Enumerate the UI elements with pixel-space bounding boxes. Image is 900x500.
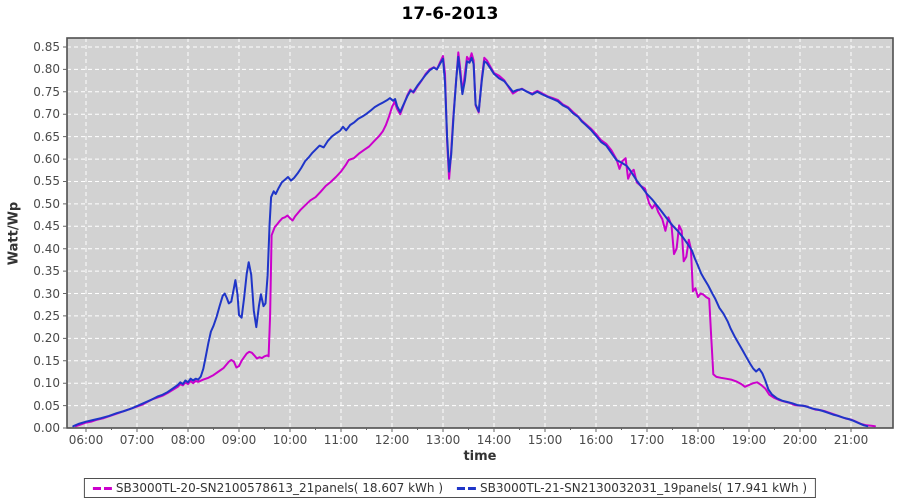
x-axis-title: time [463,449,497,464]
legend: SB3000TL-20-SN2100578613_21panels( 18.60… [83,478,817,498]
x-tick-label: 16:00 [578,433,614,447]
x-tick-label: 20:00 [782,433,818,447]
x-tick-label: 19:00 [731,433,767,447]
x-tick-label: 13:00 [425,433,461,447]
y-tick-label: 0.55 [33,174,60,189]
y-tick-label: 0.00 [33,421,60,435]
y-tick-label: 0.40 [33,241,60,256]
y-tick-label: 0.65 [33,129,60,144]
legend-entry-series-1: SB3000TL-20-SN2100578613_21panels( 18.60… [92,481,443,495]
x-tick-label: 07:00 [119,433,155,447]
y-tick-label: 0.15 [33,353,60,368]
y-tick-label: 0.30 [33,286,60,301]
x-tick-label: 17:00 [629,433,665,447]
x-tick-label: 08:00 [170,433,206,447]
x-tick-label: 10:00 [272,433,308,447]
x-tick-label: 15:00 [527,433,563,447]
y-axis-title: Watt/Wp [6,201,22,266]
y-tick-label: 0.25 [33,308,60,323]
y-tick-label: 0.60 [33,152,60,167]
y-tick-label: 0.50 [33,196,60,211]
x-tick-label: 12:00 [374,433,410,447]
axis-tick-marks [63,46,852,432]
x-tick-label: 06:00 [68,433,104,447]
y-tick-label: 0.10 [33,376,60,391]
x-tick-label: 14:00 [476,433,512,447]
x-tick-label: 21:00 [833,433,869,447]
plot-border [66,37,894,429]
y-tick-label: 0.80 [33,62,60,77]
legend-entry-series-2: SB3000TL-21-SN2130032031_19panels( 17.94… [457,481,807,495]
series-2-line-swatch [457,486,476,490]
chart-title: 17-6-2013 [401,4,499,24]
y-tick-label: 0.35 [33,264,60,279]
legend-label-series-1: SB3000TL-20-SN2100578613_21panels( 18.60… [115,481,443,495]
x-tick-label: 18:00 [680,433,716,447]
x-tick-label: 09:00 [221,433,257,447]
y-tick-label: 0.70 [33,107,60,122]
y-tick-label: 0.20 [33,331,60,346]
series-1-line-swatch [92,486,112,490]
x-tick-label: 11:00 [323,433,359,447]
y-tick-label: 0.45 [33,219,60,234]
gridlines [67,38,893,428]
y-tick-label: 0.85 [33,40,60,54]
legend-label-series-2: SB3000TL-21-SN2130032031_19panels( 17.94… [480,481,808,495]
series-line-2 [72,55,869,428]
y-tick-label: 0.05 [33,398,60,413]
y-tick-label: 0.75 [33,84,60,99]
